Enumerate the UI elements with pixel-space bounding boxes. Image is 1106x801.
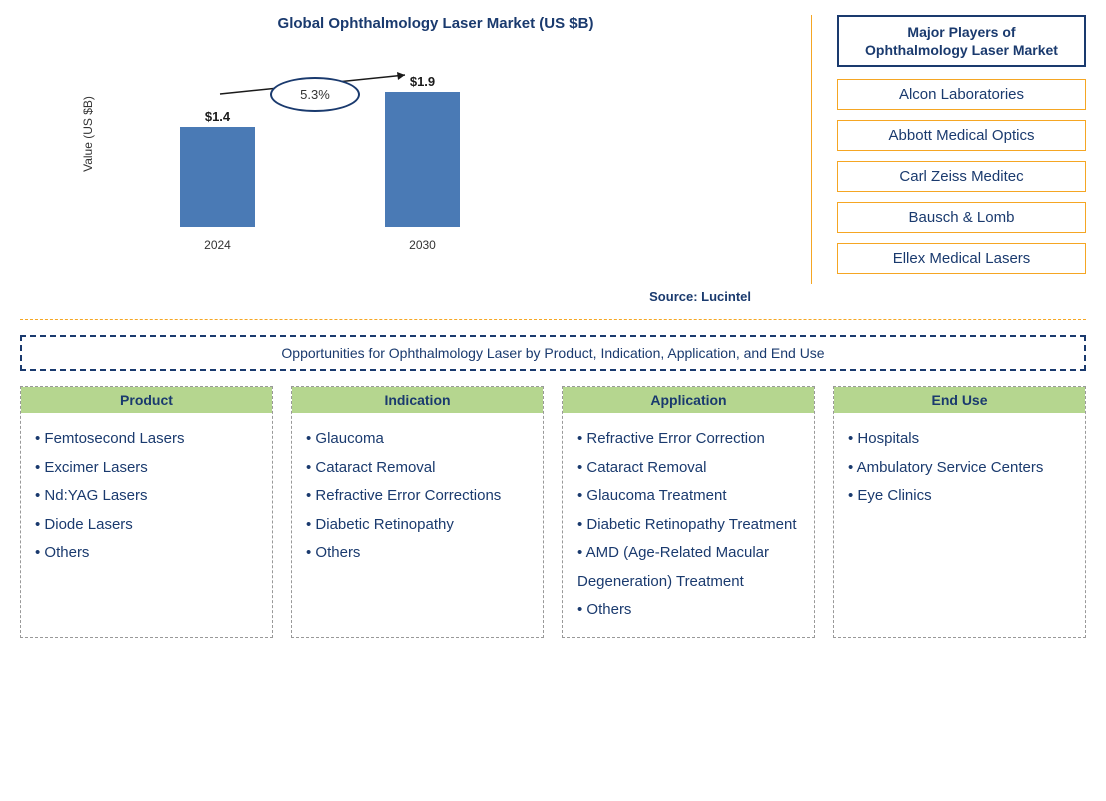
player-item: Alcon Laboratories <box>837 79 1086 110</box>
list-item: Diabetic Retinopathy Treatment <box>573 511 804 540</box>
bar-value: $1.4 <box>205 109 230 124</box>
category-items: Femtosecond Lasers Excimer Lasers Nd:YAG… <box>21 413 272 580</box>
bar-label: 2024 <box>204 238 231 252</box>
list-item: Others <box>573 596 804 625</box>
categories-row: Product Femtosecond Lasers Excimer Laser… <box>20 386 1086 638</box>
list-item: Nd:YAG Lasers <box>31 482 262 511</box>
category-title: Product <box>21 387 272 413</box>
cagr-label: 5.3% <box>270 77 360 112</box>
player-item: Ellex Medical Lasers <box>837 243 1086 274</box>
list-item: Cataract Removal <box>573 454 804 483</box>
list-item: Glaucoma Treatment <box>573 482 804 511</box>
chart-title: Global Ophthalmology Laser Market (US $B… <box>80 15 791 32</box>
category-product: Product Femtosecond Lasers Excimer Laser… <box>20 386 273 638</box>
list-item: Others <box>31 539 262 568</box>
major-players-panel: Major Players of Ophthalmology Laser Mar… <box>811 15 1086 284</box>
section-divider <box>20 319 1086 320</box>
player-item: Bausch & Lomb <box>837 202 1086 233</box>
source-label: Source: Lucintel <box>649 289 751 304</box>
list-item: Diode Lasers <box>31 511 262 540</box>
category-title: End Use <box>834 387 1085 413</box>
players-header: Major Players of Ophthalmology Laser Mar… <box>837 15 1086 67</box>
opportunities-header: Opportunities for Ophthalmology Laser by… <box>20 335 1086 371</box>
list-item: Ambulatory Service Centers <box>844 454 1075 483</box>
list-item: AMD (Age-Related Macular Degeneration) T… <box>573 539 804 596</box>
category-application: Application Refractive Error Correction … <box>562 386 815 638</box>
category-items: Refractive Error Correction Cataract Rem… <box>563 413 814 637</box>
category-items: Hospitals Ambulatory Service Centers Eye… <box>834 413 1085 523</box>
bar-rect <box>180 127 255 227</box>
list-item: Others <box>302 539 533 568</box>
list-item: Excimer Lasers <box>31 454 262 483</box>
bar-rect <box>385 92 460 227</box>
bar-chart: Value (US $B) 5.3% $1.4 2024 $1.9 2030 <box>120 57 791 257</box>
list-item: Cataract Removal <box>302 454 533 483</box>
category-items: Glaucoma Cataract Removal Refractive Err… <box>292 413 543 580</box>
category-title: Indication <box>292 387 543 413</box>
list-item: Diabetic Retinopathy <box>302 511 533 540</box>
y-axis-label: Value (US $B) <box>81 96 95 172</box>
list-item: Eye Clinics <box>844 482 1075 511</box>
list-item: Refractive Error Correction <box>573 425 804 454</box>
player-item: Carl Zeiss Meditec <box>837 161 1086 192</box>
chart-area: Global Ophthalmology Laser Market (US $B… <box>20 15 791 284</box>
category-enduse: End Use Hospitals Ambulatory Service Cen… <box>833 386 1086 638</box>
list-item: Glaucoma <box>302 425 533 454</box>
category-title: Application <box>563 387 814 413</box>
bar-2024: $1.4 2024 <box>180 109 255 227</box>
list-item: Refractive Error Corrections <box>302 482 533 511</box>
top-section: Global Ophthalmology Laser Market (US $B… <box>20 15 1086 299</box>
category-indication: Indication Glaucoma Cataract Removal Ref… <box>291 386 544 638</box>
players-header-line1: Major Players of <box>907 24 1015 40</box>
player-item: Abbott Medical Optics <box>837 120 1086 151</box>
bar-label: 2030 <box>409 238 436 252</box>
list-item: Hospitals <box>844 425 1075 454</box>
players-header-line2: Ophthalmology Laser Market <box>865 42 1058 58</box>
list-item: Femtosecond Lasers <box>31 425 262 454</box>
